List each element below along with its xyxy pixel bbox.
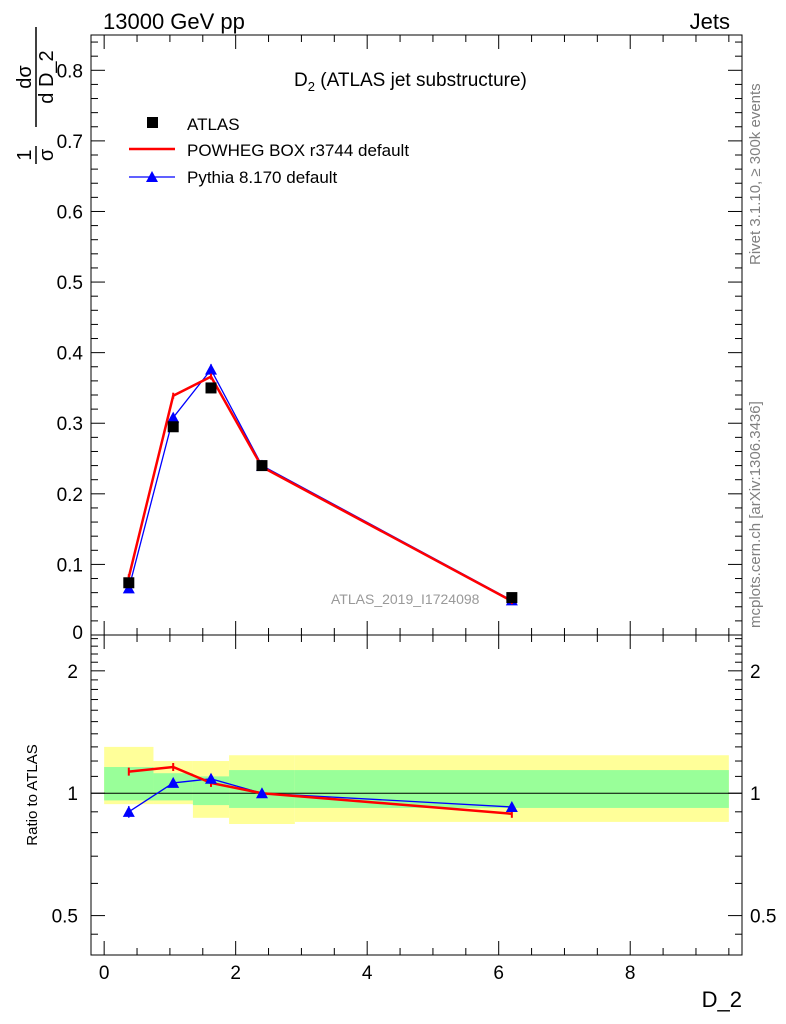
legend-marker-pythia [146, 171, 158, 182]
y-tick-label: 0.6 [57, 202, 83, 223]
main-y-axis-label: 1 σ dσ d D_2 [14, 27, 58, 164]
y-tick-label: 0.3 [57, 414, 83, 435]
ratio-y-axis-label: Ratio to ATLAS [24, 744, 41, 845]
y-tick-label: 0.5 [57, 273, 83, 294]
y-tick-label: 0.7 [57, 132, 83, 153]
ratio-pythia-point [122, 805, 135, 817]
powheg-line [127, 374, 513, 603]
x-tick-label: 6 [493, 963, 504, 984]
analysis-watermark: ATLAS_2019_I1724098 [331, 591, 480, 607]
ratio-y-tick-label: 2 [67, 662, 78, 683]
x-axis-label: D_2 [702, 987, 742, 1012]
header-left: 13000 GeV pp [103, 9, 245, 34]
legend-label-powheg: POWHEG BOX r3744 default [187, 141, 409, 160]
ratio-pythia-point [505, 800, 518, 812]
atlas-point [123, 577, 135, 589]
ratio-plot-frame [90, 634, 743, 956]
pythia-point [167, 411, 180, 423]
pythia-point [205, 363, 218, 375]
plot-title: D2 (ATLAS jet substructure) [294, 70, 527, 94]
x-tick-label: 2 [230, 963, 241, 984]
svg-text:dσ: dσ [14, 65, 36, 89]
rivet-label: Rivet 3.1.10, ≥ 300k events [747, 83, 764, 265]
y-tick-label: 0 [72, 623, 83, 644]
x-tick-label: 8 [625, 963, 636, 984]
x-tick-label: 4 [362, 963, 373, 984]
ratio-y-tick-label-right: 2 [750, 662, 761, 683]
svg-text:σ: σ [36, 148, 58, 161]
pythia-line [128, 368, 513, 601]
svg-text:1: 1 [14, 149, 36, 160]
y-tick-label: 0.8 [57, 61, 83, 82]
ratio-pythia-point [167, 776, 180, 788]
header-right: Jets [690, 9, 730, 34]
ratio-y-tick-label: 0.5 [52, 907, 78, 928]
y-tick-label: 0.4 [57, 344, 84, 365]
atlas-point [506, 592, 518, 604]
y-tick-label: 0.1 [57, 555, 83, 576]
atlas-point [167, 421, 179, 433]
atlas-point [205, 382, 217, 394]
ratio-y-tick-label-right: 1 [750, 784, 761, 805]
atlas-point [256, 460, 268, 472]
ratio-pythia-point [255, 787, 268, 799]
y-tick-label: 0.2 [57, 485, 83, 506]
ratio-y-tick-label-right: 0.5 [750, 907, 776, 928]
legend-marker-atlas [147, 117, 158, 128]
ratio-y-tick-label: 1 [67, 784, 78, 805]
x-tick-label: 0 [99, 963, 110, 984]
legend-label-pythia: Pythia 8.170 default [187, 168, 338, 187]
legend-label-atlas: ATLAS [187, 115, 240, 134]
mcplots-label: mcplots.cern.ch [arXiv:1306.3436] [747, 401, 764, 628]
svg-text:d D_2: d D_2 [36, 50, 58, 103]
ratio-pythia-point [205, 772, 218, 784]
legend: ATLAS POWHEG BOX r3744 default Pythia 8.… [129, 115, 409, 187]
